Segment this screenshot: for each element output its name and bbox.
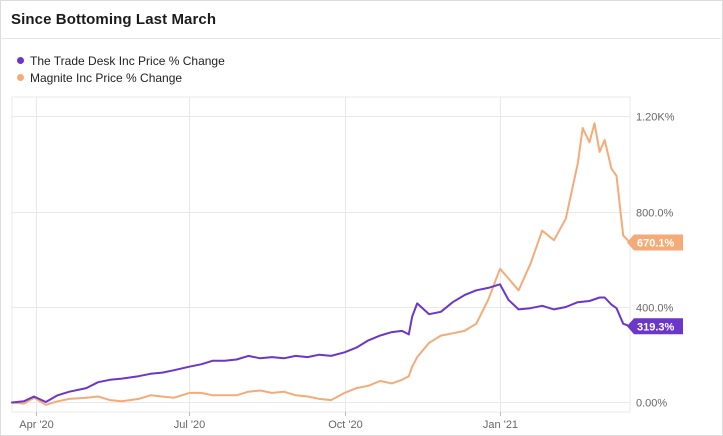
series-line-trade-desk [11,283,631,404]
last-value-label-trade-desk: 319.3% [637,321,675,333]
title-divider [0,38,721,39]
legend-marker-trade-desk [17,57,24,64]
legend-item-trade-desk[interactable]: The Trade Desk Inc Price % Change [17,53,225,70]
legend-label-trade-desk: The Trade Desk Inc Price % Change [30,54,225,68]
x-tick-label: Apr '20 [19,419,54,431]
x-tick-label: Jan '21 [483,419,518,431]
y-tick-label: 0.00% [636,398,667,410]
y-tick-label: 400.0% [636,303,674,315]
last-value-badge-trade-desk [627,318,683,335]
series-line-magnite [11,122,631,406]
chart-title: Since Bottoming Last March [11,11,217,28]
last-value-badge-magnite [627,234,683,251]
x-tick-label: Oct '20 [328,419,363,431]
chart-legend: The Trade Desk Inc Price % Change Magnit… [17,53,225,87]
y-tick-label: 1.20K% [636,112,675,124]
legend-label-magnite: Magnite Inc Price % Change [30,71,183,85]
y-tick-label: 800.0% [636,208,674,220]
legend-item-magnite[interactable]: Magnite Inc Price % Change [17,70,225,87]
plot-area [11,96,631,413]
legend-marker-magnite [17,74,24,81]
x-tick-label: Jul '20 [174,419,205,431]
last-value-label-magnite: 670.1% [637,238,675,250]
